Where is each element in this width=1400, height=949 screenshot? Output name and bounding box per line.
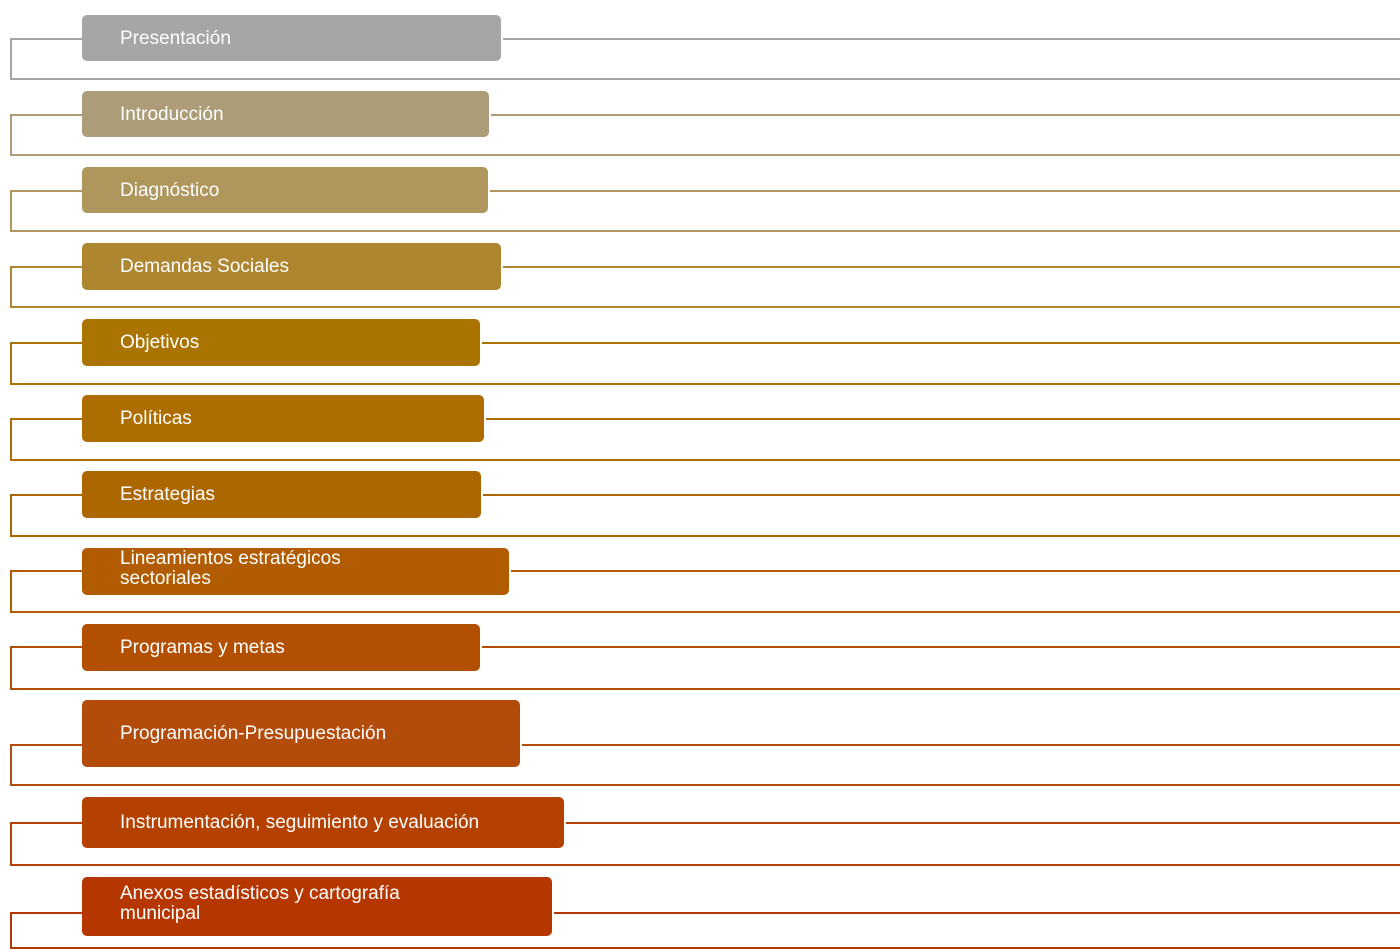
connector-bracket [10, 418, 1400, 461]
section-label: Lineamientos estratégicos sectoriales [120, 547, 341, 589]
section-button[interactable]: Demandas Sociales [82, 243, 501, 290]
section-label: Introducción [120, 103, 224, 125]
connector-bracket [10, 342, 1400, 385]
section-button[interactable]: Estrategias [82, 471, 481, 518]
connector-stub [10, 342, 82, 344]
connector-stub [10, 646, 82, 648]
connector-line [483, 494, 1400, 496]
connector-stub [10, 912, 82, 914]
section-button[interactable]: Objetivos [82, 319, 480, 366]
connector-bracket [10, 190, 1400, 232]
section-label: Demandas Sociales [120, 256, 289, 277]
connector-line [482, 342, 1400, 344]
connector-bracket [10, 114, 1400, 156]
section-label: Estrategias [120, 484, 216, 505]
section-label: Presentación [120, 27, 231, 49]
section-button[interactable]: Políticas [82, 395, 484, 442]
connector-bracket [10, 494, 1400, 537]
section-button[interactable]: Programación-Presupuestación [82, 700, 520, 767]
connector-bracket [10, 744, 1400, 786]
connector-line [503, 38, 1400, 40]
section-button[interactable]: Instrumentación, seguimiento y evaluació… [82, 797, 564, 848]
section-button[interactable]: Programas y metas [82, 624, 480, 671]
section-button[interactable]: Introducción [82, 91, 489, 137]
section-button[interactable]: Anexos estadísticos y cartografía municip… [82, 877, 552, 936]
section-button[interactable]: Diagnóstico [82, 167, 488, 213]
connector-stub [10, 114, 82, 116]
connector-line [490, 190, 1400, 192]
connector-line [522, 744, 1400, 746]
connector-line [511, 570, 1400, 572]
connector-line [491, 114, 1400, 116]
connector-line [554, 912, 1400, 914]
section-label: Diagnóstico [120, 179, 220, 201]
connector-bracket [10, 38, 1400, 80]
connector-stub [10, 822, 82, 824]
connector-line [503, 266, 1400, 268]
connector-bracket [10, 912, 1400, 949]
connector-stub [10, 190, 82, 192]
connector-bracket [10, 266, 1400, 308]
connector-bracket [10, 822, 1400, 866]
section-label: Anexos estadísticos y cartografía municip… [120, 882, 400, 924]
section-label: Programación-Presupuestación [120, 723, 387, 744]
connector-stub [10, 744, 82, 746]
section-label: Instrumentación, seguimiento y evaluació… [120, 812, 480, 833]
section-button[interactable]: Lineamientos estratégicos sectoriales [82, 548, 509, 595]
connector-stub [10, 570, 82, 572]
connector-bracket [10, 646, 1400, 690]
section-label: Objetivos [120, 332, 200, 353]
connector-stub [10, 38, 82, 40]
connector-line [486, 418, 1400, 420]
connector-stub [10, 418, 82, 420]
connector-stub [10, 494, 82, 496]
connector-stub [10, 266, 82, 268]
section-label: Políticas [120, 408, 192, 429]
section-label: Programas y metas [120, 637, 285, 658]
connector-line [482, 646, 1400, 648]
connector-line [566, 822, 1400, 824]
connector-bracket [10, 570, 1400, 613]
section-button[interactable]: Presentación [82, 15, 501, 61]
